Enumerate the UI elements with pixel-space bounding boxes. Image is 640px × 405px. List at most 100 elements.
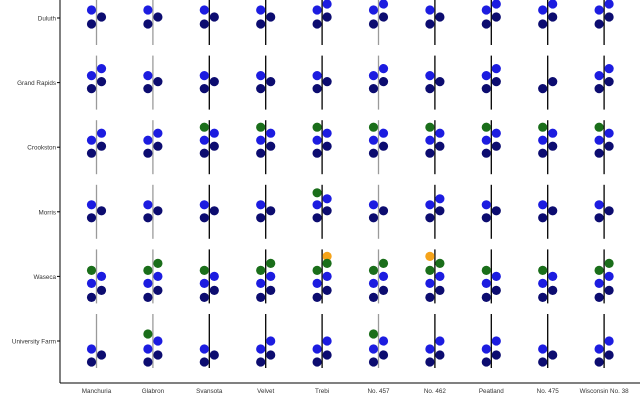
point-morris-glabron-2 (153, 206, 163, 216)
point-morris-no-462-1 (425, 200, 435, 210)
point-morris-peatland-2 (491, 206, 501, 216)
point-waseca-trebi-2 (312, 265, 322, 275)
point-morris-no-457-0 (368, 200, 379, 210)
point-crookston-velvet-1 (266, 128, 276, 138)
point-duluth-peatland-0 (491, 0, 501, 9)
point-duluth-velvet-0 (256, 5, 266, 15)
point-morris-no-457-1 (368, 213, 379, 223)
point-crookston-no-457-0 (368, 122, 379, 132)
point-waseca-velvet-5 (256, 292, 266, 302)
point-duluth-manchuria-0 (86, 5, 97, 15)
x-tick-label-no-462: No. 462 (424, 388, 447, 395)
point-waseca-glabron-4 (153, 285, 163, 295)
point-crookston-glabron-2 (143, 148, 153, 158)
point-university-farm-glabron-2 (143, 344, 153, 354)
point-university-farm-velvet-0 (266, 336, 276, 346)
point-crookston-wisconsin-no-38-2 (594, 135, 604, 145)
point-waseca-trebi-3 (322, 271, 332, 281)
point-university-farm-svansota-0 (199, 344, 209, 354)
point-morris-wisconsin-no-38-2 (604, 206, 614, 216)
point-waseca-no-462-5 (435, 285, 445, 295)
point-waseca-no-457-2 (378, 271, 389, 281)
point-crookston-peatland-2 (481, 135, 491, 145)
point-crookston-svansota-3 (199, 148, 209, 158)
point-waseca-wisconsin-no-38-5 (594, 292, 604, 302)
point-waseca-velvet-0 (266, 258, 276, 268)
point-university-farm-glabron-4 (143, 357, 153, 367)
point-crookston-peatland-4 (491, 141, 501, 151)
point-morris-peatland-0 (481, 200, 491, 210)
point-university-farm-no-475-0 (538, 344, 548, 354)
point-morris-no-462-0 (435, 194, 445, 204)
point-crookston-manchuria-1 (86, 135, 97, 145)
point-morris-manchuria-2 (96, 206, 107, 216)
point-crookston-no-475-0 (538, 122, 548, 132)
point-university-farm-manchuria-2 (86, 357, 97, 367)
point-waseca-velvet-2 (266, 271, 276, 281)
point-waseca-no-457-5 (368, 292, 379, 302)
y-tick-label-crookston: Crookston (27, 145, 56, 152)
point-grand-rapids-velvet-2 (266, 77, 276, 87)
point-university-farm-velvet-3 (256, 357, 266, 367)
point-grand-rapids-wisconsin-no-38-0 (604, 64, 614, 74)
point-grand-rapids-peatland-3 (491, 77, 501, 87)
point-morris-glabron-1 (143, 213, 153, 223)
point-university-farm-no-457-0 (368, 329, 379, 339)
point-university-farm-peatland-0 (491, 336, 501, 346)
point-grand-rapids-no-457-1 (368, 71, 379, 81)
point-duluth-trebi-2 (312, 19, 322, 29)
point-waseca-svansota-2 (199, 278, 209, 288)
point-crookston-peatland-0 (481, 122, 491, 132)
point-grand-rapids-manchuria-3 (96, 77, 107, 87)
point-duluth-trebi-1 (312, 5, 322, 15)
point-university-farm-wisconsin-no-38-1 (594, 344, 604, 354)
point-crookston-no-462-1 (435, 128, 445, 138)
point-morris-no-475-2 (548, 206, 558, 216)
y-tick-labels: Duluth Grand Rapids Crookston Morris Waseca U… (12, 16, 60, 346)
point-university-farm-manchuria-1 (96, 350, 107, 360)
point-waseca-glabron-3 (143, 278, 153, 288)
point-duluth-no-462-0 (425, 5, 435, 15)
point-grand-rapids-trebi-0 (312, 71, 322, 81)
point-waseca-trebi-1 (322, 258, 332, 268)
point-university-farm-svansota-2 (199, 357, 209, 367)
point-duluth-velvet-1 (256, 19, 266, 29)
point-university-farm-glabron-1 (153, 336, 163, 346)
point-grand-rapids-manchuria-1 (86, 71, 97, 81)
point-university-farm-no-457-1 (378, 336, 389, 346)
x-tick-label-no-457: No. 457 (367, 388, 390, 395)
point-duluth-wisconsin-no-38-3 (604, 12, 614, 22)
point-crookston-no-475-3 (538, 148, 548, 158)
point-grand-rapids-wisconsin-no-38-2 (594, 84, 604, 94)
point-morris-trebi-3 (312, 213, 322, 223)
point-waseca-glabron-0 (153, 258, 163, 268)
point-waseca-svansota-0 (199, 265, 209, 275)
point-university-farm-velvet-2 (266, 350, 276, 360)
point-duluth-svansota-2 (209, 12, 219, 22)
y-tick-label-morris: Morris (39, 209, 57, 216)
point-waseca-no-457-0 (378, 258, 389, 268)
point-grand-rapids-manchuria-0 (96, 64, 107, 74)
point-duluth-no-462-1 (425, 19, 435, 29)
point-waseca-no-462-2 (425, 265, 435, 275)
point-crookston-trebi-1 (322, 128, 332, 138)
point-grand-rapids-no-462-1 (425, 84, 435, 94)
point-waseca-no-457-1 (368, 265, 379, 275)
point-university-farm-peatland-3 (481, 357, 491, 367)
point-university-farm-no-462-0 (435, 336, 445, 346)
point-crookston-glabron-3 (153, 141, 163, 151)
point-university-farm-no-462-3 (425, 357, 435, 367)
point-grand-rapids-trebi-2 (322, 77, 332, 87)
point-crookston-wisconsin-no-38-4 (604, 141, 614, 151)
point-waseca-wisconsin-no-38-1 (594, 265, 604, 275)
point-morris-no-475-1 (538, 213, 548, 223)
point-duluth-peatland-2 (481, 19, 491, 29)
point-waseca-no-475-1 (548, 271, 558, 281)
point-morris-no-462-2 (425, 213, 435, 223)
point-waseca-peatland-2 (481, 278, 491, 288)
point-morris-velvet-0 (256, 200, 266, 210)
point-duluth-manchuria-2 (96, 12, 107, 22)
x-tick-label-glabron: Glabron (142, 388, 165, 395)
point-duluth-no-475-3 (548, 12, 558, 22)
point-waseca-no-462-4 (425, 278, 435, 288)
